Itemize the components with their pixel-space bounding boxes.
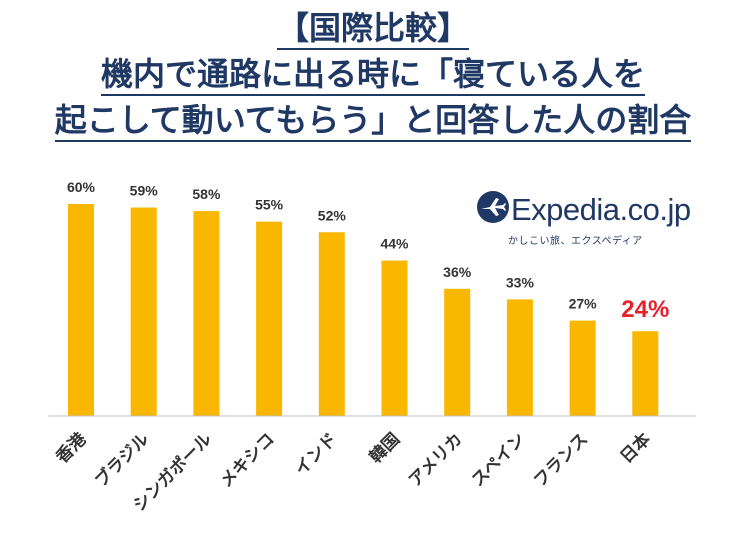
expedia-tagline: かしこい旅、エクスペディア xyxy=(508,236,643,247)
value-label-2: 59% xyxy=(130,183,159,199)
bar-3 xyxy=(193,211,220,416)
value-label-6: 44% xyxy=(380,236,409,252)
category-label-8: スペイン xyxy=(468,429,529,490)
value-label-5: 52% xyxy=(318,207,347,223)
value-label-7: 36% xyxy=(443,264,472,280)
category-label-10: 日本 xyxy=(616,429,655,468)
value-label-8: 33% xyxy=(506,274,535,290)
category-label-4: メキシコ xyxy=(216,429,278,491)
category-label-6: 韓国 xyxy=(365,429,404,468)
value-label-10: 24% xyxy=(621,296,669,323)
category-label-1: 香港 xyxy=(52,428,92,468)
category-label-5: インド xyxy=(291,429,341,479)
bar-1 xyxy=(68,204,94,416)
bar-7 xyxy=(444,288,471,416)
bar-5 xyxy=(318,232,345,416)
value-label-group: 60% 59% 58% 55% 52% 44% 36% 33% 27% 24% xyxy=(67,179,669,323)
bar-2 xyxy=(130,207,157,416)
title-text-2: 機内で通路に出る時に「寝ている人を xyxy=(100,55,645,96)
bar-10 xyxy=(632,331,659,416)
title-text-1: 【国際比較】 xyxy=(276,9,469,50)
value-label-1: 60% xyxy=(67,179,96,195)
chart-title-line-2: 機内で通路に出る時に「寝ている人を xyxy=(0,52,746,96)
airplane-globe-icon xyxy=(477,191,509,223)
chart-title-line-3: 起こして動いてもらう」と回答した人の割合 xyxy=(0,98,746,142)
value-label-4: 55% xyxy=(255,197,284,213)
bar-8 xyxy=(506,299,533,416)
title-text-3: 起こして動いてもらう」と回答した人の割合 xyxy=(54,101,692,142)
expedia-logo-text: Expedia.co.jp xyxy=(511,192,691,227)
bar-9 xyxy=(569,320,596,416)
bar-4 xyxy=(256,221,283,416)
value-label-3: 58% xyxy=(192,186,221,202)
category-label-9: フランス xyxy=(530,429,592,491)
category-label-7: アメリカ xyxy=(405,429,467,491)
bar-6 xyxy=(381,260,408,416)
value-label-9: 27% xyxy=(569,296,598,312)
category-label-2: ブラジル xyxy=(91,429,154,492)
bar-group xyxy=(68,204,659,416)
chart-title-line-1: 【国際比較】 xyxy=(0,6,746,50)
